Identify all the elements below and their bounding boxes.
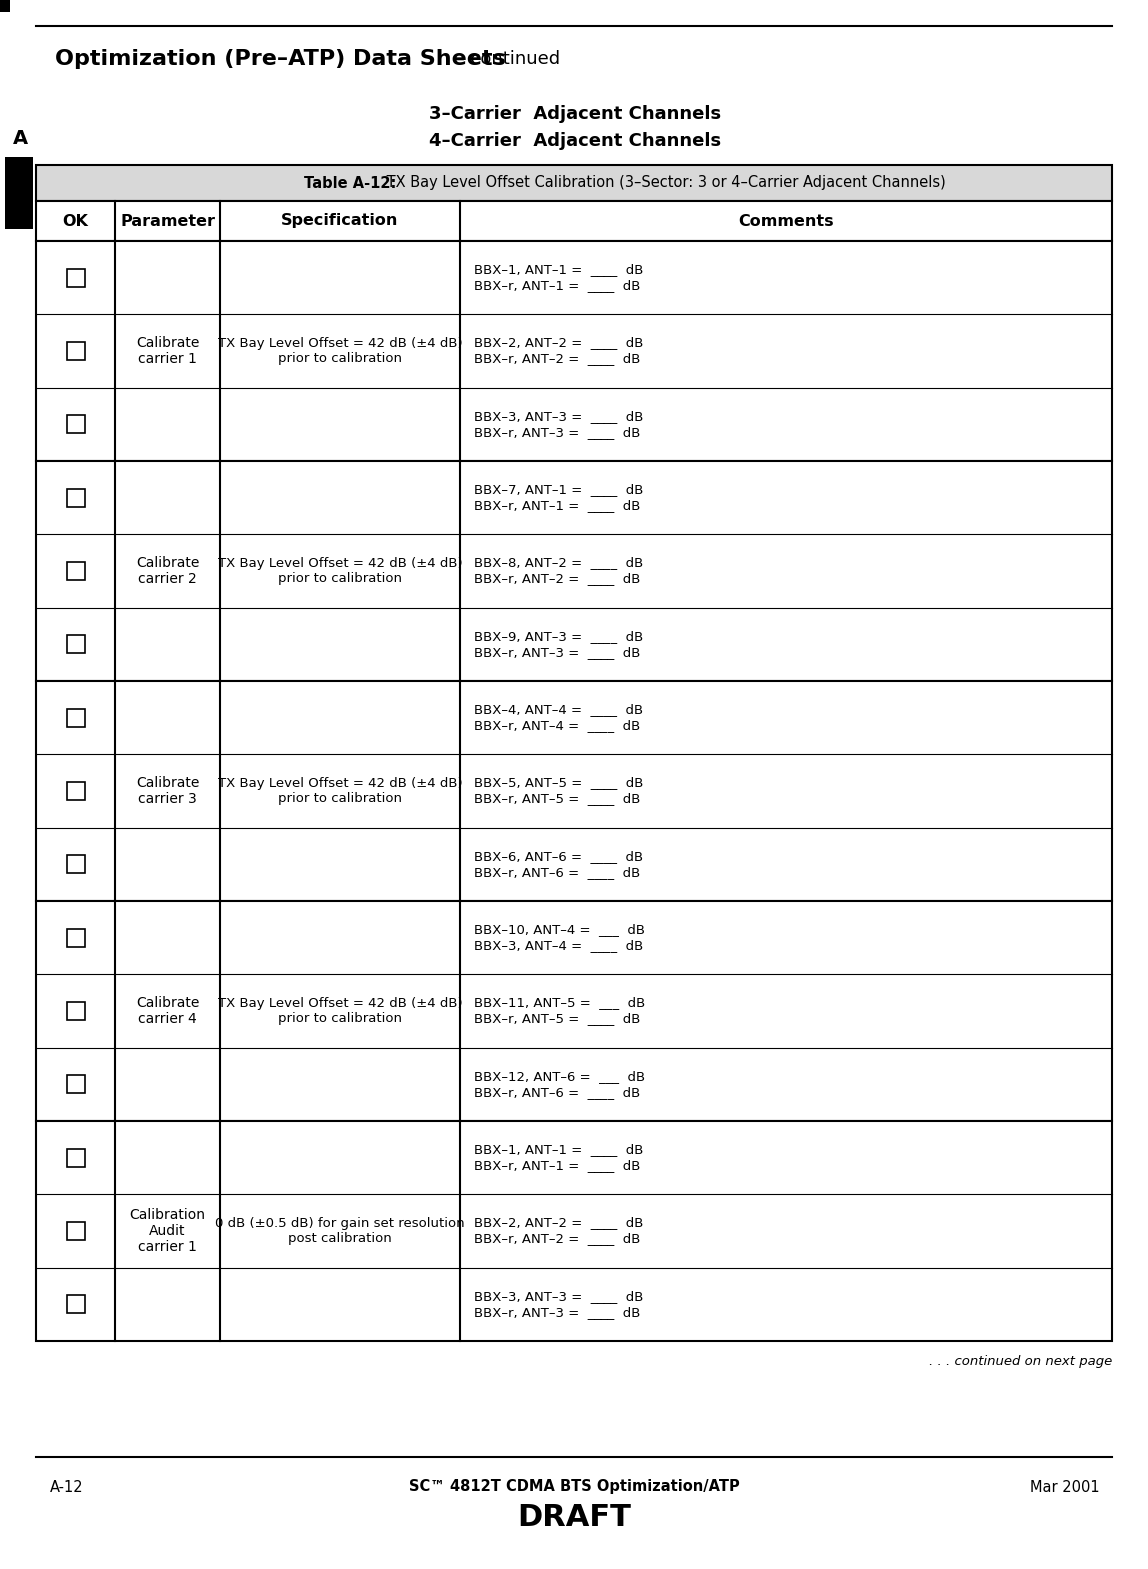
Bar (67, 1075, 85, 1094)
Bar (67, 855, 85, 874)
Text: TX Bay Level Offset = 42 dB (±4 dB)
prior to calibration: TX Bay Level Offset = 42 dB (±4 dB) prio… (218, 337, 463, 366)
Text: BBX–r, ANT–3 =  ____  dB: BBX–r, ANT–3 = ____ dB (474, 646, 641, 659)
Text: BBX–5, ANT–5 =  ____  dB: BBX–5, ANT–5 = ____ dB (474, 777, 643, 789)
Text: BBX–10, ANT–4 =  ___  dB: BBX–10, ANT–4 = ___ dB (474, 923, 645, 937)
Text: TX Bay Level Offset = 42 dB (±4 dB)
prior to calibration: TX Bay Level Offset = 42 dB (±4 dB) prio… (218, 557, 463, 585)
Text: 3–Carrier  Adjacent Channels: 3–Carrier Adjacent Channels (429, 105, 721, 122)
Text: BBX–r, ANT–2 =  ____  dB: BBX–r, ANT–2 = ____ dB (474, 353, 641, 366)
Bar (36, 242, 1112, 461)
Text: BBX–1, ANT–1 =  ____  dB: BBX–1, ANT–1 = ____ dB (474, 264, 643, 276)
Bar (67, 488, 85, 507)
Text: BBX–r, ANT–1 =  ____  dB: BBX–r, ANT–1 = ____ dB (474, 499, 641, 511)
Text: Specification: Specification (281, 213, 398, 229)
Bar (0, 0, 10, 13)
Text: BBX–r, ANT–1 =  ____  dB: BBX–r, ANT–1 = ____ dB (474, 279, 641, 292)
Text: SC™ 4812T CDMA BTS Optimization/ATP: SC™ 4812T CDMA BTS Optimization/ATP (409, 1480, 739, 1495)
Text: BBX–2, ANT–2 =  ____  dB: BBX–2, ANT–2 = ____ dB (474, 336, 643, 350)
Bar (67, 929, 85, 946)
Text: BBX–3, ANT–4 =  ____  dB: BBX–3, ANT–4 = ____ dB (474, 940, 643, 952)
Text: BBX–2, ANT–2 =  ____  dB: BBX–2, ANT–2 = ____ dB (474, 1216, 643, 1230)
Bar (36, 1120, 1112, 1341)
Text: TX Bay Level Offset = 42 dB (±4 dB)
prior to calibration: TX Bay Level Offset = 42 dB (±4 dB) prio… (218, 777, 463, 805)
Text: BBX–1, ANT–1 =  ____  dB: BBX–1, ANT–1 = ____ dB (474, 1144, 643, 1156)
Bar (36, 901, 1112, 1120)
Text: BBX–r, ANT–5 =  ____  dB: BBX–r, ANT–5 = ____ dB (474, 792, 641, 805)
Bar (5, 157, 33, 229)
Text: TX Bay Level Offset Calibration (3–Sector: 3 or 4–Carrier Adjacent Channels): TX Bay Level Offset Calibration (3–Secto… (381, 176, 945, 190)
Text: Parameter: Parameter (121, 213, 215, 229)
Bar (67, 562, 85, 581)
Bar (36, 165, 1112, 201)
Text: BBX–r, ANT–1 =  ____  dB: BBX–r, ANT–1 = ____ dB (474, 1159, 641, 1172)
Text: Calibrate
carrier 1: Calibrate carrier 1 (135, 336, 200, 366)
Bar (67, 635, 85, 653)
Bar (36, 461, 1112, 681)
Text: Optimization (Pre–ATP) Data Sheets: Optimization (Pre–ATP) Data Sheets (55, 49, 506, 69)
Bar (67, 342, 85, 359)
Bar (67, 268, 85, 287)
Text: BBX–r, ANT–2 =  ____  dB: BBX–r, ANT–2 = ____ dB (474, 573, 641, 585)
Text: BBX–3, ANT–3 =  ____  dB: BBX–3, ANT–3 = ____ dB (474, 410, 643, 422)
Text: BBX–11, ANT–5 =  ___  dB: BBX–11, ANT–5 = ___ dB (474, 996, 645, 1009)
Text: Calibrate
carrier 3: Calibrate carrier 3 (135, 777, 200, 806)
Bar (67, 1149, 85, 1167)
Text: 4–Carrier  Adjacent Channels: 4–Carrier Adjacent Channels (429, 132, 721, 151)
Bar (36, 201, 1112, 242)
Bar (67, 416, 85, 433)
Text: Mar 2001: Mar 2001 (1031, 1480, 1100, 1495)
Text: BBX–8, ANT–2 =  ____  dB: BBX–8, ANT–2 = ____ dB (474, 557, 643, 570)
Text: BBX–r, ANT–4 =  ____  dB: BBX–r, ANT–4 = ____ dB (474, 719, 641, 733)
Text: TX Bay Level Offset = 42 dB (±4 dB)
prior to calibration: TX Bay Level Offset = 42 dB (±4 dB) prio… (218, 996, 463, 1025)
Text: DRAFT: DRAFT (517, 1503, 631, 1531)
Text: Comments: Comments (738, 213, 833, 229)
Text: . . . continued on next page: . . . continued on next page (929, 1356, 1112, 1368)
Text: 0 dB (±0.5 dB) for gain set resolution
post calibration: 0 dB (±0.5 dB) for gain set resolution p… (215, 1218, 465, 1244)
Text: BBX–9, ANT–3 =  ____  dB: BBX–9, ANT–3 = ____ dB (474, 629, 643, 643)
Bar (36, 681, 1112, 901)
Text: BBX–r, ANT–5 =  ____  dB: BBX–r, ANT–5 = ____ dB (474, 1012, 641, 1026)
Text: BBX–r, ANT–6 =  ____  dB: BBX–r, ANT–6 = ____ dB (474, 866, 641, 879)
Text: BBX–r, ANT–2 =  ____  dB: BBX–r, ANT–2 = ____ dB (474, 1233, 641, 1246)
Text: BBX–7, ANT–1 =  ____  dB: BBX–7, ANT–1 = ____ dB (474, 483, 643, 496)
Text: – continued: – continued (450, 50, 560, 67)
Text: Calibration
Audit
carrier 1: Calibration Audit carrier 1 (130, 1208, 205, 1254)
Text: OK: OK (62, 213, 88, 229)
Text: A-12: A-12 (51, 1480, 84, 1495)
Text: Calibrate
carrier 4: Calibrate carrier 4 (135, 996, 200, 1026)
Text: Table A-12:: Table A-12: (304, 176, 397, 190)
Text: A: A (13, 130, 28, 149)
Bar (67, 1222, 85, 1240)
Text: BBX–12, ANT–6 =  ___  dB: BBX–12, ANT–6 = ___ dB (474, 1070, 645, 1083)
Bar (67, 781, 85, 800)
Text: BBX–4, ANT–4 =  ____  dB: BBX–4, ANT–4 = ____ dB (474, 703, 643, 715)
Text: BBX–6, ANT–6 =  ____  dB: BBX–6, ANT–6 = ____ dB (474, 850, 643, 863)
Text: BBX–r, ANT–3 =  ____  dB: BBX–r, ANT–3 = ____ dB (474, 425, 641, 439)
Text: BBX–r, ANT–3 =  ____  dB: BBX–r, ANT–3 = ____ dB (474, 1305, 641, 1320)
Bar (67, 1003, 85, 1020)
Bar (67, 709, 85, 726)
Text: Calibrate
carrier 2: Calibrate carrier 2 (135, 555, 200, 587)
Text: BBX–3, ANT–3 =  ____  dB: BBX–3, ANT–3 = ____ dB (474, 1290, 643, 1302)
Text: BBX–r, ANT–6 =  ____  dB: BBX–r, ANT–6 = ____ dB (474, 1086, 641, 1098)
Bar (67, 1296, 85, 1313)
